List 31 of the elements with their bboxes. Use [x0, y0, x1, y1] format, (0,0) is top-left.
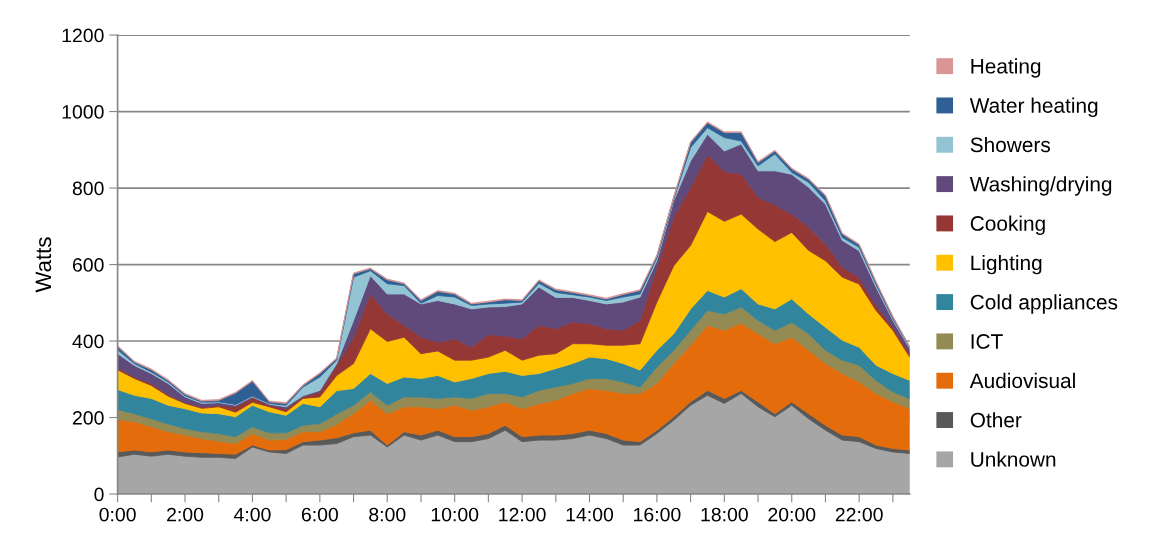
legend-label: Cold appliances	[970, 294, 1118, 314]
y-tick-label: 600	[72, 258, 104, 272]
x-tick-label: 4:00	[233, 507, 271, 522]
x-tick-label: 14:00	[566, 507, 614, 522]
y-tick-label: 0	[94, 487, 104, 502]
x-tick-label: 8:00	[369, 507, 406, 522]
legend-label: Washing/drying	[969, 176, 1112, 196]
x-tick-label: 0:00	[99, 507, 136, 522]
x-tick-label: 6:00	[301, 507, 339, 522]
legend-label: Other	[970, 412, 1022, 428]
y-axis-title: Watts	[35, 237, 52, 293]
y-tick-label: 800	[72, 181, 104, 196]
legend-label: Heating	[971, 58, 1041, 78]
y-tick-label: 1200	[62, 28, 104, 43]
x-tick-label: 20:00	[768, 507, 816, 522]
legend-label: Cooking	[970, 215, 1045, 235]
x-tick-label: 12:00	[499, 507, 546, 522]
x-tick-label: 10:00	[431, 507, 479, 522]
legend-label: Unknown	[971, 451, 1056, 467]
y-tick-label: 1000	[62, 105, 104, 119]
y-tick-label: 200	[72, 411, 104, 425]
legend-label: Lighting	[971, 254, 1042, 275]
x-tick-label: 2:00	[167, 507, 204, 522]
x-tick-label: 16:00	[634, 507, 681, 522]
x-tick-label: 18:00	[701, 507, 748, 522]
legend-label: Audiovisual	[969, 372, 1075, 389]
legend-label: Water heating	[969, 97, 1098, 118]
x-tick-label: 22:00	[835, 507, 883, 522]
legend-label: ICT	[971, 334, 1003, 349]
y-tick-label: 400	[72, 334, 104, 349]
legend-label: Showers	[970, 136, 1051, 153]
